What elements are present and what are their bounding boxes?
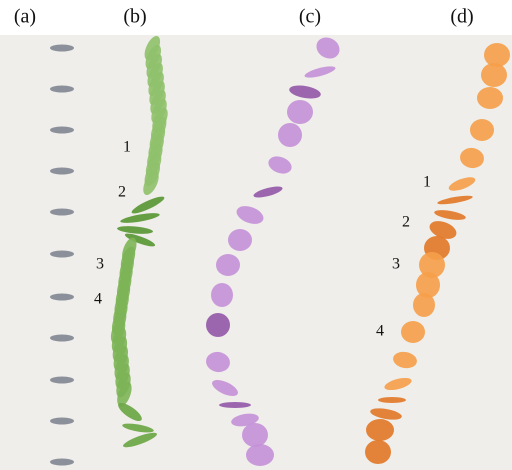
cell [122, 423, 154, 433]
cell [143, 170, 159, 196]
cell [448, 177, 476, 191]
cell [268, 156, 292, 174]
cell [434, 210, 466, 220]
cell [481, 63, 507, 87]
cell [120, 213, 160, 223]
cell [416, 272, 440, 298]
cell [419, 252, 445, 278]
cell [429, 221, 457, 239]
panel-label: (d) [450, 6, 473, 28]
cell [460, 147, 484, 169]
cell [278, 123, 302, 147]
cell [242, 423, 268, 447]
cell [50, 208, 74, 216]
cell [50, 376, 74, 384]
cell [216, 254, 240, 276]
cell [401, 321, 425, 343]
annotation: 1 [423, 174, 431, 191]
cell [316, 37, 340, 59]
cell [124, 233, 156, 247]
cell [393, 351, 417, 369]
cell [50, 293, 74, 301]
cell [378, 397, 406, 403]
cell [117, 381, 132, 407]
cell [437, 195, 473, 205]
cell [50, 44, 74, 52]
cell [236, 206, 264, 224]
annotation: 2 [402, 214, 410, 231]
cell [50, 417, 74, 425]
cell [287, 100, 313, 124]
annotation: 4 [94, 291, 102, 308]
annotation: 4 [376, 323, 384, 340]
cell [50, 85, 74, 93]
cell [50, 167, 74, 175]
cell [413, 293, 435, 317]
annotation: 1 [123, 139, 131, 156]
illustration [50, 35, 510, 466]
cell [366, 419, 394, 441]
cell [50, 458, 74, 466]
cell [118, 402, 142, 422]
cell [212, 379, 238, 397]
annotation: 3 [96, 256, 104, 273]
annotation: 2 [118, 184, 126, 201]
cell [370, 408, 402, 420]
cell [477, 87, 503, 109]
cell [123, 432, 157, 448]
cell [231, 413, 259, 427]
panel-label: (b) [123, 6, 146, 28]
cell [289, 85, 321, 99]
cell [206, 351, 230, 373]
cell [253, 186, 283, 198]
cell [50, 334, 74, 342]
cell [384, 377, 412, 391]
cell [470, 119, 494, 141]
cell [219, 402, 251, 408]
cell [211, 283, 233, 307]
cell [365, 440, 391, 464]
panel-label: (a) [14, 6, 36, 28]
cell [206, 313, 230, 337]
cell [50, 126, 74, 134]
cell [131, 196, 165, 214]
cell [246, 444, 274, 466]
panel-label: (c) [299, 6, 321, 28]
cell [304, 66, 336, 78]
cell [228, 229, 252, 251]
annotation: 3 [392, 256, 400, 273]
cell [50, 250, 74, 258]
cell [484, 43, 510, 67]
cell [117, 226, 153, 234]
